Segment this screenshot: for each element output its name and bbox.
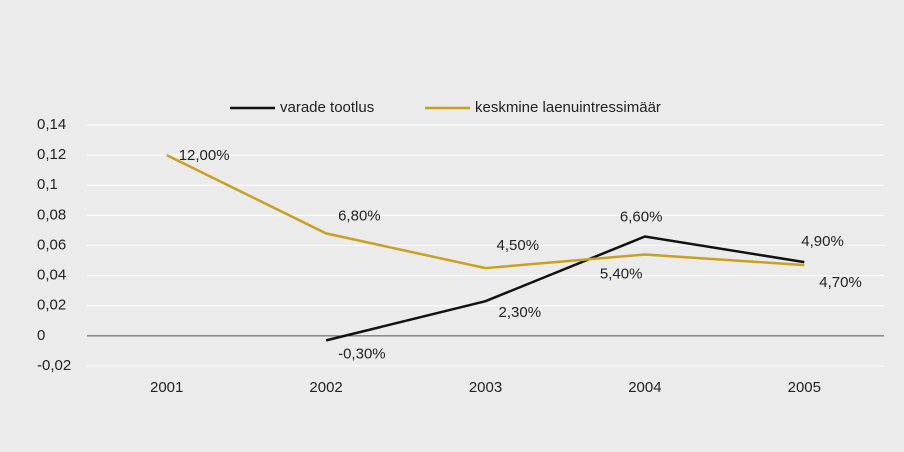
- y-tick-label: 0,02: [37, 297, 66, 314]
- legend-label: varade tootlus: [280, 99, 374, 116]
- y-tick-label: 0,04: [37, 267, 66, 284]
- data-label: 4,90%: [801, 233, 844, 250]
- y-tick-label: 0,1: [37, 176, 58, 193]
- x-tick-label: 2005: [788, 379, 821, 396]
- y-tick-label: 0: [37, 327, 45, 344]
- data-label: 6,80%: [338, 207, 381, 224]
- series-line: [325, 235, 805, 342]
- x-tick-label: 2003: [469, 379, 502, 396]
- data-label: 4,70%: [819, 274, 862, 291]
- y-tick-label: 0,06: [37, 236, 66, 253]
- data-label: 12,00%: [179, 147, 230, 164]
- x-tick-label: 2002: [309, 379, 342, 396]
- y-tick-label: 0,14: [37, 116, 66, 133]
- data-label: -0,30%: [338, 345, 386, 362]
- y-tick-label: -0,02: [37, 357, 71, 374]
- data-label: 4,50%: [497, 237, 540, 254]
- legend-label: keskmine laenuintressimäär: [475, 99, 661, 116]
- y-tick-label: 0,12: [37, 146, 66, 163]
- x-tick-label: 2001: [150, 379, 183, 396]
- data-label: 2,30%: [499, 304, 542, 321]
- x-tick-label: 2004: [628, 379, 661, 396]
- series-line: [166, 153, 805, 270]
- data-label: 6,60%: [620, 208, 663, 225]
- data-label: 5,40%: [600, 266, 643, 283]
- y-tick-label: 0,08: [37, 206, 66, 223]
